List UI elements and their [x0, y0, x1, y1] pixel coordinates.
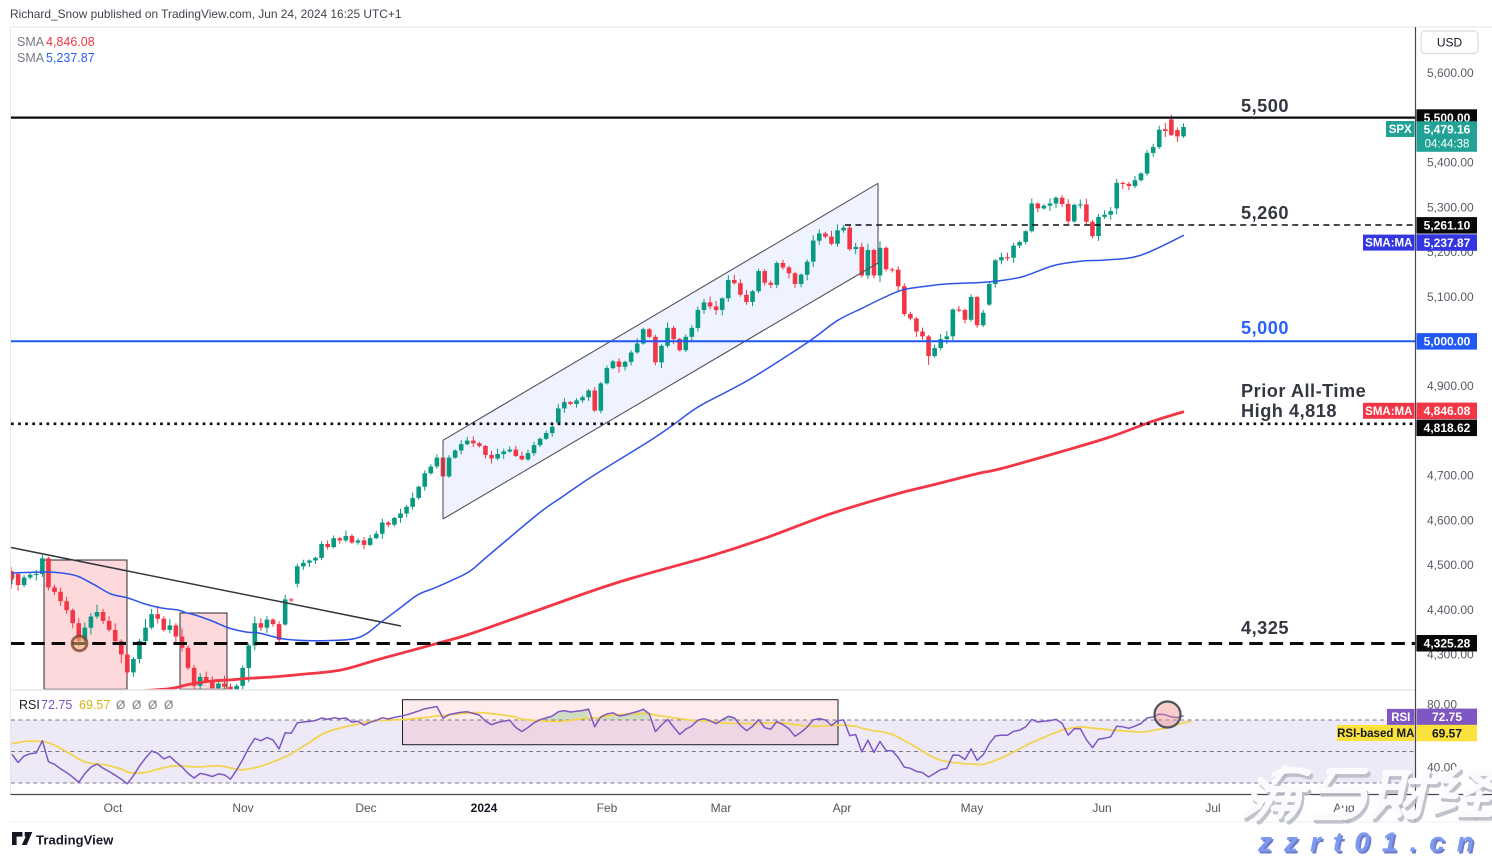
- svg-text:5,000: 5,000: [1241, 318, 1289, 338]
- svg-text:80.00: 80.00: [1427, 698, 1457, 712]
- svg-text:SPX: SPX: [1389, 124, 1412, 136]
- svg-text:5,237.87: 5,237.87: [1424, 236, 1471, 250]
- svg-text:4,325.28: 4,325.28: [1424, 637, 1471, 651]
- svg-text:Feb: Feb: [597, 801, 618, 815]
- svg-text:RSI: RSI: [19, 698, 40, 712]
- svg-text:5,237.87: 5,237.87: [46, 51, 95, 65]
- svg-text:5,261.10: 5,261.10: [1424, 219, 1471, 233]
- svg-text:5,400.00: 5,400.00: [1427, 156, 1474, 170]
- svg-text:40.00: 40.00: [1427, 761, 1457, 775]
- svg-text:RSI: RSI: [1391, 712, 1410, 724]
- svg-text:Ø Ø Ø Ø: Ø Ø Ø Ø: [116, 698, 173, 712]
- svg-text:Nov: Nov: [232, 801, 253, 815]
- svg-text:Apr: Apr: [833, 801, 852, 815]
- svg-text:Mar: Mar: [711, 801, 732, 815]
- svg-text:zzrt01.cn: zzrt01.cn: [1257, 827, 1486, 858]
- svg-text:SMA: SMA: [17, 51, 45, 65]
- svg-text:4,700.00: 4,700.00: [1427, 469, 1474, 483]
- svg-text:4,846.08: 4,846.08: [1424, 404, 1471, 418]
- svg-text:2024: 2024: [471, 801, 498, 815]
- svg-text:69.57: 69.57: [1432, 726, 1462, 740]
- svg-text:5,500: 5,500: [1241, 96, 1289, 116]
- svg-text:SMA: SMA: [17, 35, 45, 49]
- svg-text:5,600.00: 5,600.00: [1427, 66, 1474, 80]
- svg-text:SMA:MA: SMA:MA: [1365, 238, 1412, 250]
- svg-text:RSI-based MA: RSI-based MA: [1337, 728, 1414, 740]
- svg-text:High 4,818: High 4,818: [1241, 401, 1337, 421]
- svg-text:4,900.00: 4,900.00: [1427, 379, 1474, 393]
- svg-text:4,325: 4,325: [1241, 618, 1289, 638]
- svg-text:4,500.00: 4,500.00: [1427, 558, 1474, 572]
- svg-text:zzrt01.cn: zzrt01.cn: [1259, 828, 1488, 857]
- svg-text:4,600.00: 4,600.00: [1427, 514, 1474, 528]
- svg-text:4,818.62: 4,818.62: [1424, 421, 1471, 435]
- svg-text:69.57: 69.57: [79, 698, 110, 712]
- svg-text:72.75: 72.75: [1432, 710, 1462, 724]
- svg-text:Oct: Oct: [104, 801, 123, 815]
- svg-text:4,846.08: 4,846.08: [46, 35, 95, 49]
- svg-text:5,300.00: 5,300.00: [1427, 200, 1474, 214]
- svg-text:5,479.16: 5,479.16: [1424, 123, 1471, 137]
- svg-text:5,260: 5,260: [1241, 203, 1289, 223]
- svg-text:TradingView: TradingView: [36, 833, 114, 848]
- svg-text:Jul: Jul: [1205, 801, 1220, 815]
- svg-text:5,000.00: 5,000.00: [1424, 335, 1471, 349]
- svg-text:04:44:38: 04:44:38: [1425, 139, 1470, 151]
- svg-text:5,100.00: 5,100.00: [1427, 290, 1474, 304]
- svg-text:Richard_Snow published on Trad: Richard_Snow published on TradingView.co…: [10, 7, 402, 21]
- svg-text:May: May: [961, 801, 984, 815]
- svg-text:Dec: Dec: [355, 801, 376, 815]
- svg-text:72.75: 72.75: [41, 698, 72, 712]
- svg-text:SMA:MA: SMA:MA: [1365, 406, 1412, 418]
- svg-text:USD: USD: [1437, 36, 1463, 50]
- svg-text:4,400.00: 4,400.00: [1427, 603, 1474, 617]
- svg-text:Prior All-Time: Prior All-Time: [1241, 381, 1366, 401]
- svg-text:Jun: Jun: [1092, 801, 1111, 815]
